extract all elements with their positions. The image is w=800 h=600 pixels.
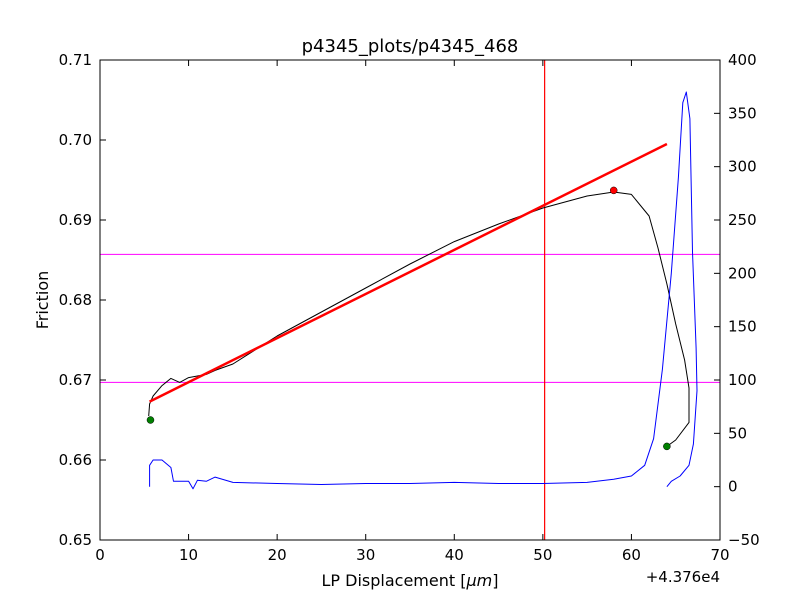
x-tick-label: 60 <box>622 546 641 564</box>
marker-point-1 <box>146 416 155 424</box>
x-tick-label: 20 <box>268 546 287 564</box>
y2-tick-label: 150 <box>728 318 757 336</box>
y2-tick-label: 400 <box>728 51 757 69</box>
y-tick-label: 0.66 <box>59 451 92 469</box>
y-tick-label: 0.65 <box>59 531 92 549</box>
x-axis-unit: μm <box>465 571 492 590</box>
x-axis-label: LP Displacement [μm] <box>322 571 499 590</box>
axis-ticks: 0 10 20 30 40 50 60 70 0.65 0.66 0.67 0.68 0.69 0.70 0… <box>59 51 760 564</box>
y-tick-label: 0.70 <box>59 131 92 149</box>
marker-point-2 <box>663 442 671 451</box>
y2-tick-label: 350 <box>728 104 757 122</box>
x-axis-unit-close: ] <box>492 571 498 590</box>
series-line-2 <box>149 91 698 490</box>
y-axis-label: Friction <box>33 271 52 330</box>
y2-tick-label: 0 <box>728 478 738 496</box>
x-tick-label: 30 <box>356 546 375 564</box>
chart-title: p4345_plots/p4345_468 <box>302 36 519 57</box>
y-tick-label: 0.68 <box>59 291 92 309</box>
series-line-3 <box>149 142 668 403</box>
x-tick-label: 0 <box>95 546 105 564</box>
series-line-1 <box>148 191 690 447</box>
y-tick-label: 0.67 <box>59 371 92 389</box>
plot-area <box>100 60 720 540</box>
y2-tick-label: 250 <box>728 211 757 229</box>
x-tick-label: 70 <box>710 546 729 564</box>
y2-tick-label: 200 <box>728 264 757 282</box>
y-tick-label: 0.69 <box>59 211 92 229</box>
x-tick-label: 10 <box>179 546 198 564</box>
marker-point-3 <box>609 186 618 195</box>
x-tick-label: 50 <box>533 546 552 564</box>
y2-tick-label: −50 <box>728 531 760 549</box>
x-tick-label: 40 <box>445 546 464 564</box>
y2-tick-label: 50 <box>728 424 747 442</box>
y2-tick-label: 100 <box>728 371 757 389</box>
y-tick-label: 0.71 <box>59 51 92 69</box>
y2-tick-label: 300 <box>728 158 757 176</box>
x-axis-offset-label: +4.376e4 <box>646 568 720 586</box>
x-axis-unit-open: [ <box>455 571 466 590</box>
x-axis-label-text: LP Displacement <box>322 571 456 590</box>
plot-frame <box>99 59 721 541</box>
